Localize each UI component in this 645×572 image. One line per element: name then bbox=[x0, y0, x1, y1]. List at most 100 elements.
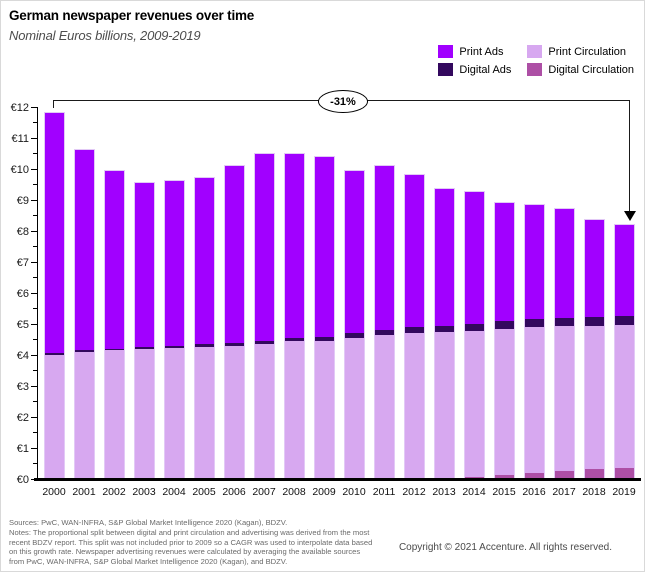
bar-segment-digital-ads bbox=[284, 337, 304, 342]
y-axis-minor-tick bbox=[33, 246, 37, 247]
legend-label: Print Circulation bbox=[548, 45, 627, 58]
bar-2014 bbox=[464, 192, 484, 479]
y-axis-tick bbox=[31, 385, 37, 387]
legend-label: Digital Ads bbox=[459, 63, 512, 76]
bar-segment-digital-circulation bbox=[494, 474, 514, 479]
y-axis-minor-tick bbox=[33, 153, 37, 154]
bar-segment-digital-ads bbox=[494, 321, 514, 330]
bar-2003 bbox=[134, 182, 154, 479]
bar-segment-print-circulation bbox=[314, 341, 334, 479]
bar-2000 bbox=[44, 113, 64, 479]
source-notes-line: Notes: The proportional split between di… bbox=[9, 527, 370, 537]
chart-subtitle: Nominal Euros billions, 2009-2019 bbox=[9, 28, 201, 43]
x-axis-tick-label: 2013 bbox=[432, 486, 456, 498]
x-axis-tick-label: 2018 bbox=[582, 486, 606, 498]
bar-segment-print-ads bbox=[554, 209, 574, 319]
x-axis-tick-label: 2014 bbox=[462, 486, 486, 498]
y-axis-tick-label: €7 bbox=[16, 256, 29, 269]
annotation-arrowhead-icon bbox=[624, 211, 636, 221]
chart-title: German newspaper revenues over time bbox=[9, 8, 255, 23]
y-axis-tick-label: €5 bbox=[16, 318, 29, 331]
x-axis-tick-label: 2016 bbox=[522, 486, 546, 498]
legend-swatch-icon bbox=[527, 45, 543, 58]
bar-segment-print-ads bbox=[434, 189, 454, 326]
source-notes-line: on this growth rate. Newspaper advertisi… bbox=[9, 547, 361, 557]
bar-segment-digital-circulation bbox=[554, 470, 574, 479]
bar-2016 bbox=[524, 204, 544, 479]
bar-2001 bbox=[74, 150, 94, 479]
bar-2018 bbox=[584, 220, 604, 479]
y-axis-minor-tick bbox=[33, 308, 37, 309]
bar-segment-print-circulation bbox=[584, 325, 604, 470]
bar-2009 bbox=[314, 156, 334, 479]
legend-item: Print Circulation bbox=[527, 45, 634, 58]
y-axis-tick bbox=[31, 416, 37, 418]
source-notes-line: from PwC, WAN-INFRA, S&P Global Market I… bbox=[9, 557, 288, 567]
bar-segment-digital-ads bbox=[224, 342, 244, 346]
y-axis-tick bbox=[31, 199, 37, 201]
bar-2002 bbox=[104, 170, 124, 479]
bar-segment-print-ads bbox=[614, 224, 634, 316]
bar-segment-digital-ads bbox=[164, 346, 184, 349]
x-axis-tick-label: 2000 bbox=[42, 486, 66, 498]
bar-segment-print-circulation bbox=[344, 337, 364, 479]
bar-segment-print-ads bbox=[164, 181, 184, 347]
bar-segment-print-circulation bbox=[224, 345, 244, 479]
y-axis-minor-tick bbox=[33, 122, 37, 123]
source-notes: Sources: PwC, WAN-INFRA, S&P Global Mark… bbox=[9, 518, 372, 567]
y-axis-tick bbox=[31, 323, 37, 325]
x-axis-tick-label: 2007 bbox=[252, 486, 276, 498]
bar-segment-print-ads bbox=[104, 170, 124, 349]
bar-segment-digital-ads bbox=[314, 337, 334, 342]
bar-segment-print-circulation bbox=[254, 344, 274, 479]
y-axis-tick bbox=[31, 168, 37, 170]
x-axis-tick-label: 2017 bbox=[552, 486, 576, 498]
bar-segment-digital-circulation bbox=[614, 468, 634, 479]
bar-segment-digital-ads bbox=[524, 319, 544, 328]
bar-2011 bbox=[374, 165, 394, 479]
bar-segment-print-ads bbox=[584, 220, 604, 317]
bar-segment-print-circulation bbox=[494, 329, 514, 475]
y-axis-tick-label: €4 bbox=[16, 349, 29, 362]
bar-segment-digital-ads bbox=[104, 348, 124, 351]
bar-segment-digital-ads bbox=[584, 316, 604, 326]
legend-swatch-icon bbox=[527, 63, 543, 76]
bar-segment-digital-ads bbox=[434, 325, 454, 332]
bar-segment-digital-ads bbox=[254, 341, 274, 345]
bar-segment-print-ads bbox=[404, 175, 424, 328]
y-axis-tick-label: €11 bbox=[11, 132, 29, 145]
bar-segment-print-ads bbox=[314, 156, 334, 338]
x-axis-tick-label: 2005 bbox=[192, 486, 216, 498]
bar-segment-print-circulation bbox=[74, 351, 94, 479]
y-axis-tick-label: €1 bbox=[16, 442, 29, 455]
bar-segment-digital-ads bbox=[374, 329, 394, 335]
bar-2019 bbox=[614, 224, 634, 479]
legend-label: Digital Circulation bbox=[548, 63, 634, 76]
y-axis-minor-tick bbox=[33, 184, 37, 185]
x-axis-tick-label: 2019 bbox=[612, 486, 636, 498]
bar-segment-digital-ads bbox=[44, 353, 64, 355]
source-notes-line: Sources: PwC, WAN-INFRA, S&P Global Mark… bbox=[9, 518, 288, 527]
y-axis-tick-label: €12 bbox=[10, 101, 29, 114]
y-axis-tick bbox=[31, 447, 37, 449]
x-axis-tick-label: 2008 bbox=[282, 486, 306, 498]
bar-2010 bbox=[344, 170, 364, 479]
y-axis-minor-tick bbox=[33, 215, 37, 216]
bar-segment-digital-ads bbox=[74, 350, 94, 352]
bar-segment-print-circulation bbox=[134, 348, 154, 479]
bar-segment-digital-ads bbox=[464, 324, 484, 332]
bar-segment-print-ads bbox=[44, 113, 64, 354]
bar-2015 bbox=[494, 203, 514, 479]
bar-segment-digital-ads bbox=[344, 333, 364, 338]
x-axis-tick-label: 2001 bbox=[72, 486, 96, 498]
bar-segment-print-ads bbox=[254, 153, 274, 342]
y-axis-tick-label: €10 bbox=[10, 163, 29, 176]
source-notes-line: recent BDZV report. This split was not i… bbox=[9, 537, 373, 547]
x-axis-tick-label: 2010 bbox=[342, 486, 366, 498]
bar-segment-digital-ads bbox=[404, 327, 424, 334]
bar-2005 bbox=[194, 178, 214, 479]
bar-2012 bbox=[404, 175, 424, 479]
y-axis-tick bbox=[31, 261, 37, 263]
legend-item: Print Ads bbox=[438, 45, 511, 58]
bar-2013 bbox=[434, 189, 454, 479]
